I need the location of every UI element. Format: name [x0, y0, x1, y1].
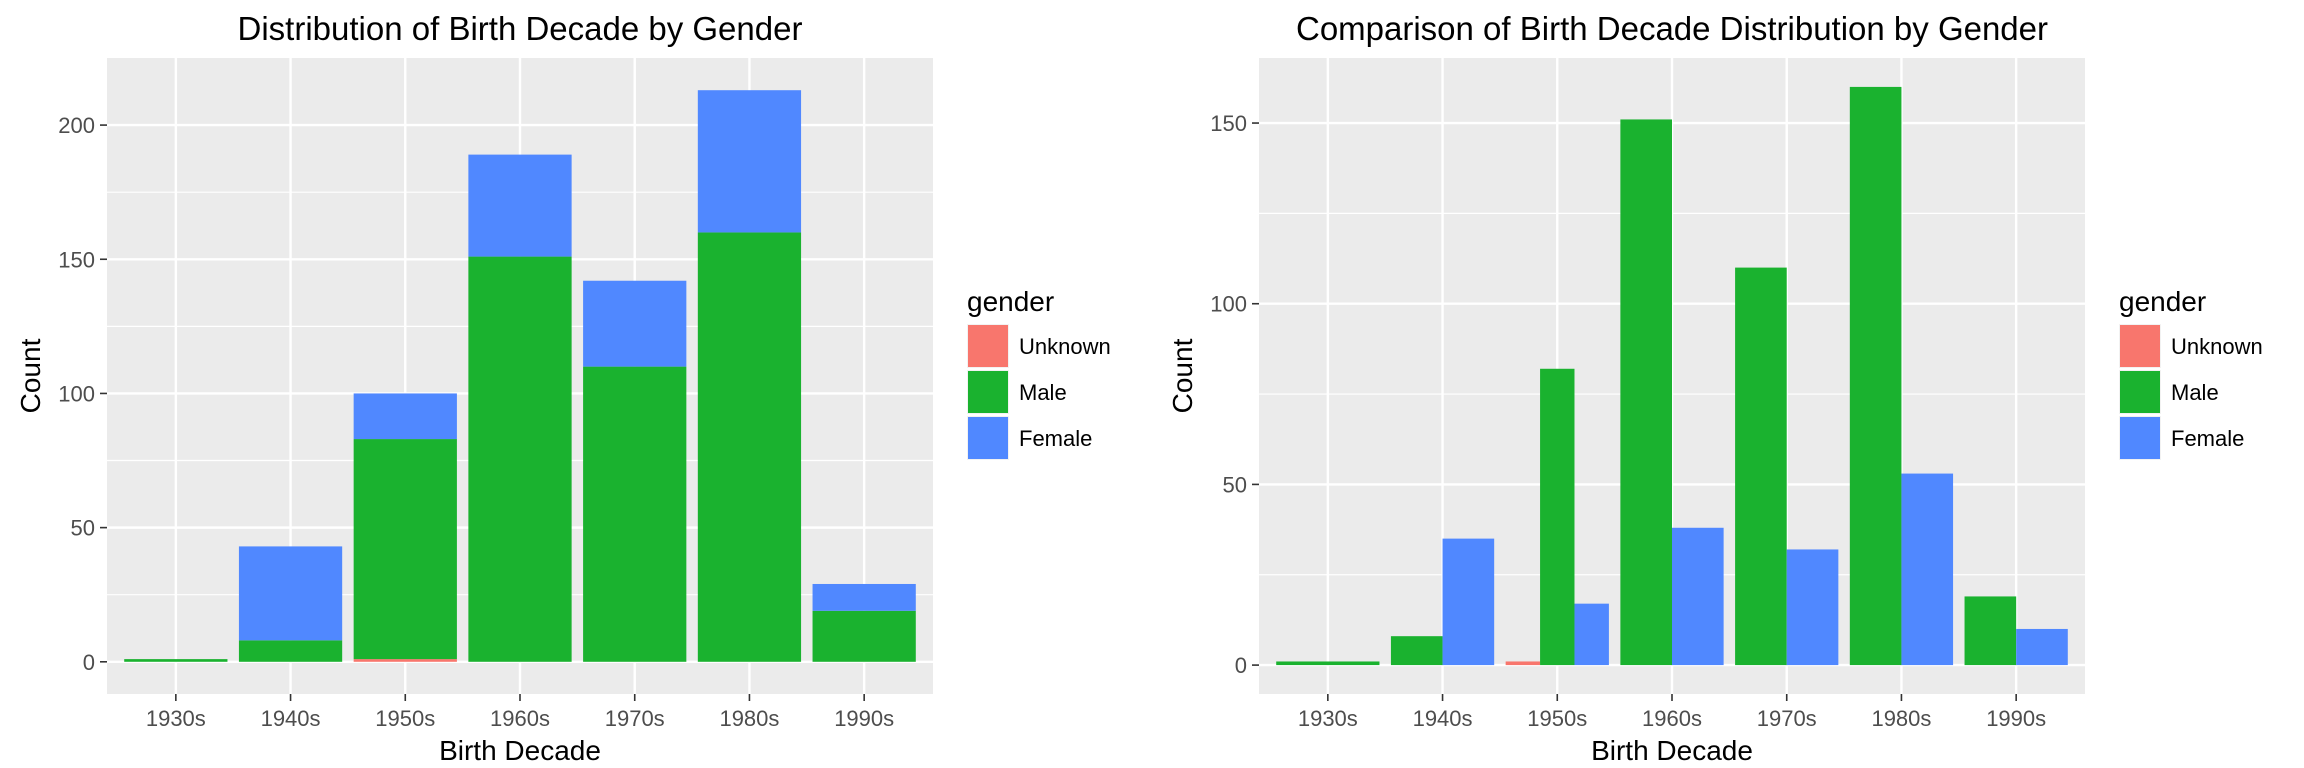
bar-male-1990s: [812, 610, 916, 662]
legend-label-female: Female: [1019, 426, 1092, 451]
bar-female-1990s: [2016, 628, 2068, 666]
x-tick-label: 1950s: [375, 706, 435, 731]
bar-male-1980s: [1849, 86, 1902, 666]
x-tick-label: 1990s: [834, 706, 894, 731]
x-tick-label: 1950s: [1527, 706, 1587, 731]
y-tick-label: 200: [58, 113, 95, 138]
bar-male-1940s: [1390, 636, 1443, 666]
x-tick-label: 1980s: [1871, 706, 1931, 731]
bar-male-1950s: [353, 439, 457, 660]
dodged-bar-chart: Comparison of Birth Decade Distribution …: [1167, 10, 2263, 766]
bar-female-1950s: [1574, 603, 1609, 666]
x-tick-label: 1930s: [146, 706, 206, 731]
chart-title: Comparison of Birth Decade Distribution …: [1296, 10, 2048, 47]
x-axis-title: Birth Decade: [1591, 735, 1753, 766]
y-tick-label: 50: [1223, 472, 1247, 497]
legend-title: gender: [967, 286, 1054, 317]
legend-label-male: Male: [1019, 380, 1067, 405]
bar-female-1970s: [583, 280, 687, 367]
bar-female-1980s: [1901, 473, 1954, 666]
x-tick-label: 1990s: [1986, 706, 2046, 731]
bar-female-1950s: [353, 393, 457, 440]
chart-title: Distribution of Birth Decade by Gender: [238, 10, 803, 47]
bar-female-1980s: [697, 90, 802, 233]
y-tick-label: 0: [83, 650, 95, 675]
y-tick-label: 100: [58, 381, 95, 406]
bar-unknown-1950s: [1505, 661, 1541, 666]
y-axis-title: Count: [15, 338, 46, 413]
bar-female-1940s: [238, 546, 343, 641]
y-tick-label: 150: [58, 247, 95, 272]
x-tick-label: 1980s: [719, 706, 779, 731]
y-tick-label: 150: [1210, 111, 1247, 136]
bar-male-1970s: [583, 366, 687, 662]
bar-female-1960s: [468, 154, 572, 257]
bar-female-1970s: [1786, 549, 1839, 666]
x-tick-label: 1960s: [1642, 706, 1702, 731]
legend-swatch-male: [2120, 371, 2160, 413]
legend: gender Unknown Male Female: [2119, 286, 2263, 460]
y-tick-label: 100: [1210, 292, 1247, 317]
y-axis-title: Count: [1167, 338, 1198, 413]
legend: gender Unknown Male Female: [967, 286, 1111, 460]
bar-female-1990s: [812, 583, 916, 611]
bar-male-1940s: [238, 640, 343, 662]
x-tick-label: 1970s: [605, 706, 665, 731]
legend-label-unknown: Unknown: [1019, 334, 1111, 359]
bar-male-1960s: [468, 256, 572, 662]
bar-female-1960s: [1672, 527, 1724, 666]
legend-swatch-unknown: [968, 325, 1008, 367]
bar-male-1960s: [1620, 119, 1672, 666]
legend-swatch-unknown: [2120, 325, 2160, 367]
x-tick-label: 1970s: [1757, 706, 1817, 731]
y-tick-label: 0: [1235, 653, 1247, 678]
legend-title: gender: [2119, 286, 2206, 317]
legend-label-unknown: Unknown: [2171, 334, 2263, 359]
bar-male-1930s: [124, 659, 228, 662]
x-tick-label: 1960s: [490, 706, 550, 731]
legend-swatch-male: [968, 371, 1008, 413]
x-tick-label: 1940s: [1413, 706, 1473, 731]
bar-unknown-1950s: [353, 659, 457, 662]
y-tick-label: 50: [71, 516, 95, 541]
bar-male-1930s: [1276, 661, 1380, 666]
legend-label-female: Female: [2171, 426, 2244, 451]
bar-male-1990s: [1964, 596, 2017, 666]
bar-female-1940s: [1442, 538, 1495, 666]
bar-male-1980s: [697, 232, 802, 662]
legend-swatch-female: [968, 417, 1008, 459]
x-tick-label: 1930s: [1298, 706, 1358, 731]
x-axis-title: Birth Decade: [439, 735, 601, 766]
bar-male-1970s: [1735, 267, 1787, 666]
legend-swatch-female: [2120, 417, 2160, 459]
stacked-bar-chart: Distribution of Birth Decade by Gender 0 5…: [15, 10, 1111, 766]
bar-male-1950s: [1540, 368, 1575, 666]
legend-label-male: Male: [2171, 380, 2219, 405]
x-tick-label: 1940s: [261, 706, 321, 731]
